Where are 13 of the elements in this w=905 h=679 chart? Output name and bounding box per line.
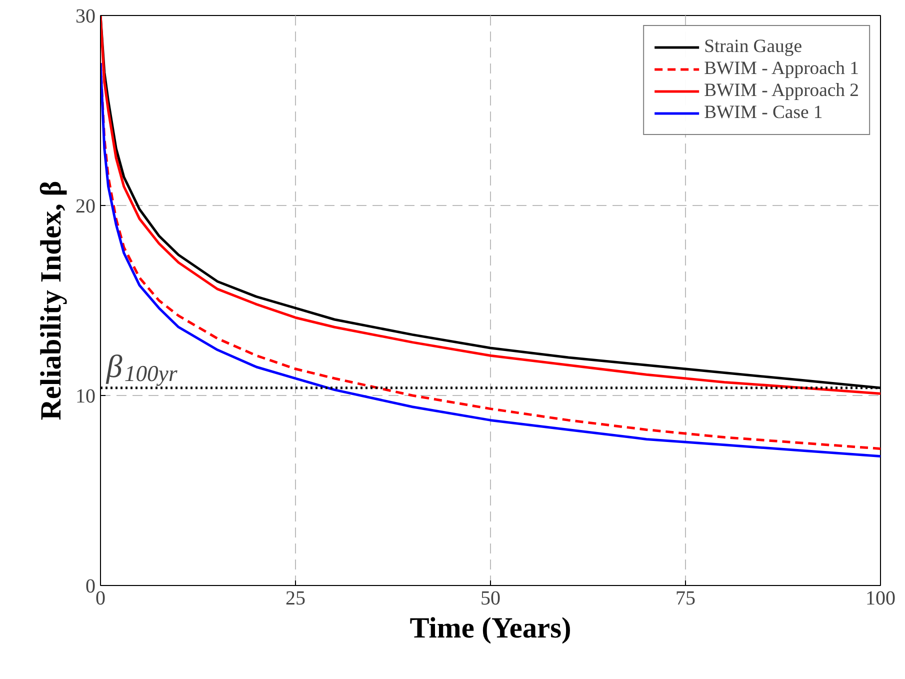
legend-label: BWIM - Case 1 xyxy=(704,102,823,124)
x-tick-label: 25 xyxy=(286,588,306,610)
y-tick-label: 30 xyxy=(76,6,96,28)
x-tick-label: 50 xyxy=(480,588,500,610)
x-tick-label: 75 xyxy=(676,588,696,610)
y-axis-title: Reliability Index, β xyxy=(36,180,68,420)
legend-label: BWIM - Approach 1 xyxy=(704,58,859,80)
x-tick-label: 100 xyxy=(866,588,896,610)
y-tick-label: 20 xyxy=(76,196,96,218)
x-axis-title: Time (Years) xyxy=(410,612,572,644)
legend-label: Strain Gauge xyxy=(704,36,802,58)
y-tick-label: 10 xyxy=(76,386,96,408)
legend-label: BWIM - Approach 2 xyxy=(704,80,859,102)
